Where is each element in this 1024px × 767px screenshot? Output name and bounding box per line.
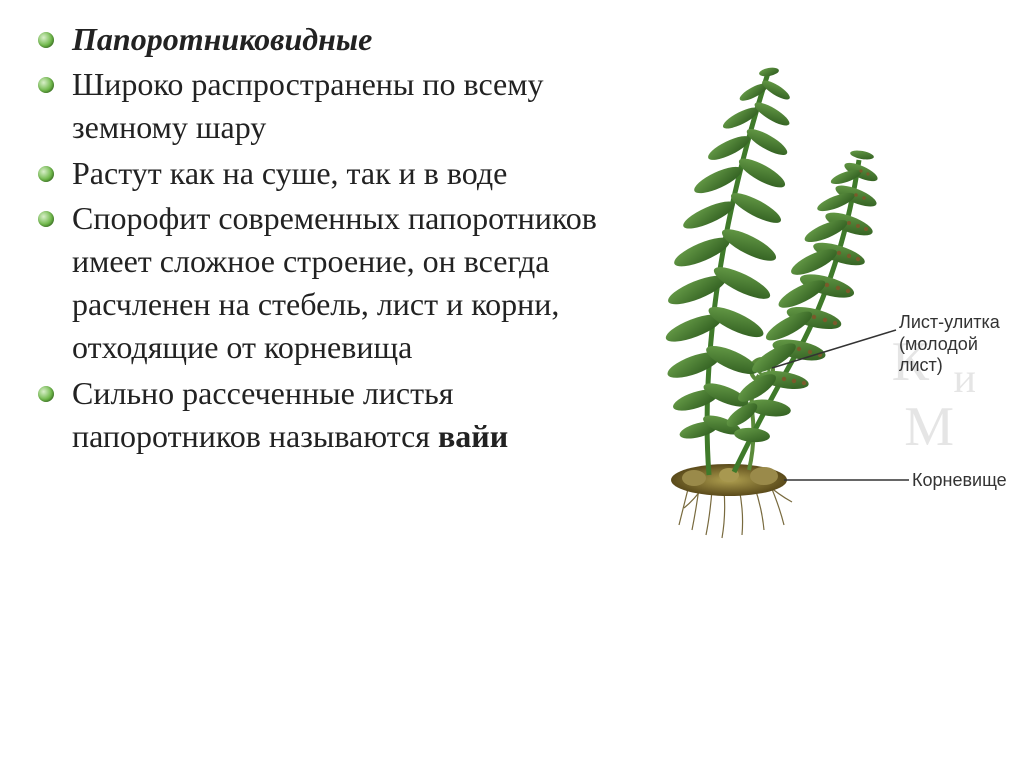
bullet-dot-icon <box>38 166 54 182</box>
bullet-dot-icon <box>38 211 54 227</box>
bullet-text: Спорофит современных папоротников имеет … <box>72 197 650 370</box>
label-fiddlehead: Лист-улитка (молодой лист) <box>899 312 1014 377</box>
bullet-item: Спорофит современных папоротников имеет … <box>30 197 650 370</box>
fern-illustration-icon <box>634 30 1014 590</box>
fern-diagram: К и М <box>634 30 1014 590</box>
label-line2: (молодой лист) <box>899 334 978 376</box>
title-text: Папоротниковидные <box>72 18 372 61</box>
bullet-dot-icon <box>38 386 54 402</box>
bold-term: вайи <box>438 418 508 454</box>
bullet-text: Сильно рассеченные листья папоротников н… <box>72 372 650 458</box>
bullet-list: Папоротниковидные Широко распространены … <box>30 18 650 458</box>
bullet-text-prefix: Сильно рассеченные листья папоротников н… <box>72 375 453 454</box>
bullet-item: Растут как на суше, так и в воде <box>30 152 650 195</box>
bullet-dot-icon <box>38 32 54 48</box>
bullet-text: Широко распространены по всему земному ш… <box>72 63 650 149</box>
bullet-item-title: Папоротниковидные <box>30 18 650 61</box>
label-rhizome: Корневище <box>912 470 1007 492</box>
label-line1: Лист-улитка <box>899 312 1000 332</box>
bullet-text: Растут как на суше, так и в воде <box>72 152 507 195</box>
bullet-item: Сильно рассеченные листья папоротников н… <box>30 372 650 458</box>
bullet-dot-icon <box>38 77 54 93</box>
bullet-item: Широко распространены по всему земному ш… <box>30 63 650 149</box>
